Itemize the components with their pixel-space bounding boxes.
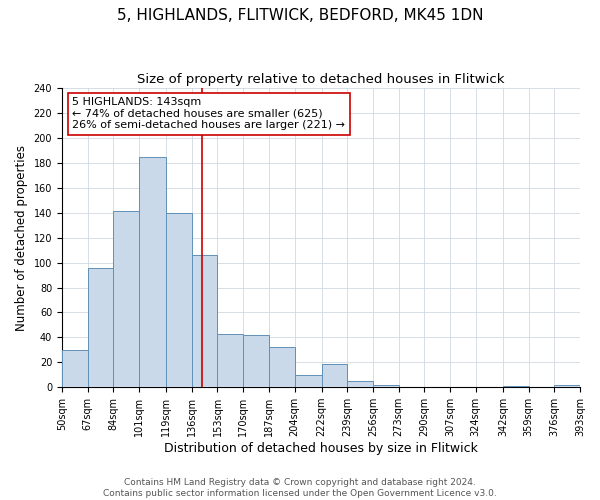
Bar — [166, 212, 192, 387]
X-axis label: Distribution of detached houses by size in Flitwick: Distribution of detached houses by size … — [164, 442, 478, 455]
Bar — [139, 156, 166, 387]
Bar — [243, 335, 269, 387]
Bar — [113, 212, 139, 387]
Text: 5, HIGHLANDS, FLITWICK, BEDFORD, MK45 1DN: 5, HIGHLANDS, FLITWICK, BEDFORD, MK45 1D… — [117, 8, 483, 22]
Y-axis label: Number of detached properties: Number of detached properties — [15, 144, 28, 330]
Bar — [554, 384, 580, 387]
Bar — [373, 384, 399, 387]
Bar — [217, 334, 243, 387]
Text: Contains HM Land Registry data © Crown copyright and database right 2024.
Contai: Contains HM Land Registry data © Crown c… — [103, 478, 497, 498]
Bar — [62, 350, 88, 387]
Bar — [347, 381, 373, 387]
Bar — [269, 348, 295, 387]
Bar — [88, 268, 113, 387]
Bar — [192, 255, 217, 387]
Text: 5 HIGHLANDS: 143sqm
← 74% of detached houses are smaller (625)
26% of semi-detac: 5 HIGHLANDS: 143sqm ← 74% of detached ho… — [72, 97, 345, 130]
Bar — [503, 386, 529, 387]
Bar — [322, 364, 347, 387]
Title: Size of property relative to detached houses in Flitwick: Size of property relative to detached ho… — [137, 72, 505, 86]
Bar — [295, 375, 322, 387]
